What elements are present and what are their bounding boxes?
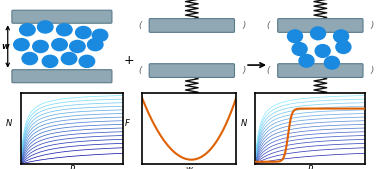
Text: ): )	[242, 21, 245, 30]
FancyBboxPatch shape	[149, 64, 234, 77]
Circle shape	[92, 29, 108, 41]
Text: w: w	[1, 42, 9, 51]
FancyBboxPatch shape	[12, 10, 112, 23]
Circle shape	[76, 27, 91, 39]
Text: (: (	[267, 66, 270, 75]
Circle shape	[315, 45, 330, 57]
Circle shape	[88, 39, 103, 51]
FancyBboxPatch shape	[12, 70, 112, 83]
Text: ): )	[370, 66, 374, 75]
Circle shape	[52, 39, 67, 51]
Text: (: (	[267, 21, 270, 30]
X-axis label: P: P	[69, 165, 74, 169]
X-axis label: P: P	[307, 165, 313, 169]
Y-axis label: F: F	[125, 119, 130, 128]
Circle shape	[61, 53, 77, 65]
Circle shape	[22, 53, 37, 65]
Y-axis label: N: N	[241, 119, 247, 128]
Y-axis label: N: N	[5, 119, 12, 128]
Circle shape	[336, 41, 351, 53]
Circle shape	[311, 27, 325, 40]
Circle shape	[42, 55, 58, 67]
Circle shape	[57, 24, 72, 36]
Circle shape	[292, 43, 307, 55]
Circle shape	[324, 56, 339, 69]
Text: +: +	[123, 54, 134, 67]
Circle shape	[70, 40, 85, 53]
Circle shape	[299, 54, 314, 67]
Circle shape	[288, 30, 302, 43]
Text: (: (	[138, 21, 142, 30]
Text: (: (	[138, 66, 142, 75]
Circle shape	[334, 30, 349, 43]
Circle shape	[14, 39, 29, 51]
Circle shape	[37, 21, 53, 33]
Circle shape	[33, 40, 48, 53]
FancyBboxPatch shape	[149, 19, 234, 32]
Circle shape	[20, 24, 35, 36]
Text: ): )	[242, 66, 245, 75]
Text: ): )	[370, 21, 374, 30]
X-axis label: w: w	[186, 165, 192, 169]
FancyBboxPatch shape	[278, 64, 363, 77]
Circle shape	[79, 55, 94, 67]
FancyBboxPatch shape	[278, 19, 363, 32]
